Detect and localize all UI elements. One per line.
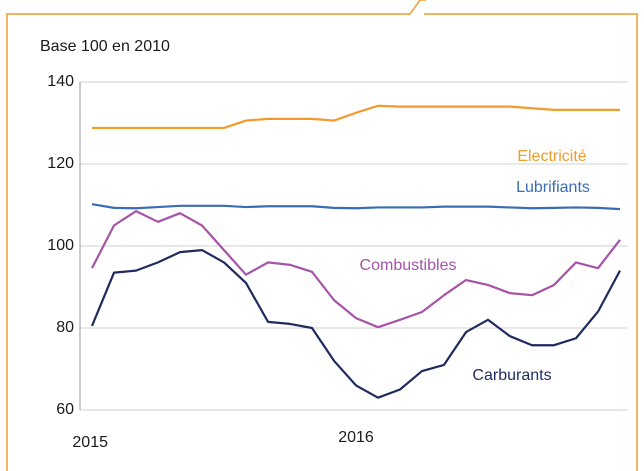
y-tick-label: 100 xyxy=(47,237,74,254)
x-tick-label: 2016 xyxy=(338,429,374,446)
series-label: Combustibles xyxy=(360,257,457,274)
series-line xyxy=(91,210,621,329)
series-line xyxy=(92,104,620,130)
y-tick-label: 120 xyxy=(47,155,74,172)
y-tick-label: 140 xyxy=(47,73,74,90)
series-label: Electricité xyxy=(517,148,586,165)
frame xyxy=(6,0,638,471)
x-tick-label: 2015 xyxy=(72,434,108,451)
chart-subtitle: Base 100 en 2010 xyxy=(40,38,170,55)
series-label: Carburants xyxy=(472,367,551,384)
series-line xyxy=(90,249,621,399)
series-label: Lubrifiants xyxy=(516,179,590,196)
series-line xyxy=(91,203,621,211)
y-tick-label: 80 xyxy=(56,319,74,336)
y-tick-label: 60 xyxy=(56,401,74,418)
